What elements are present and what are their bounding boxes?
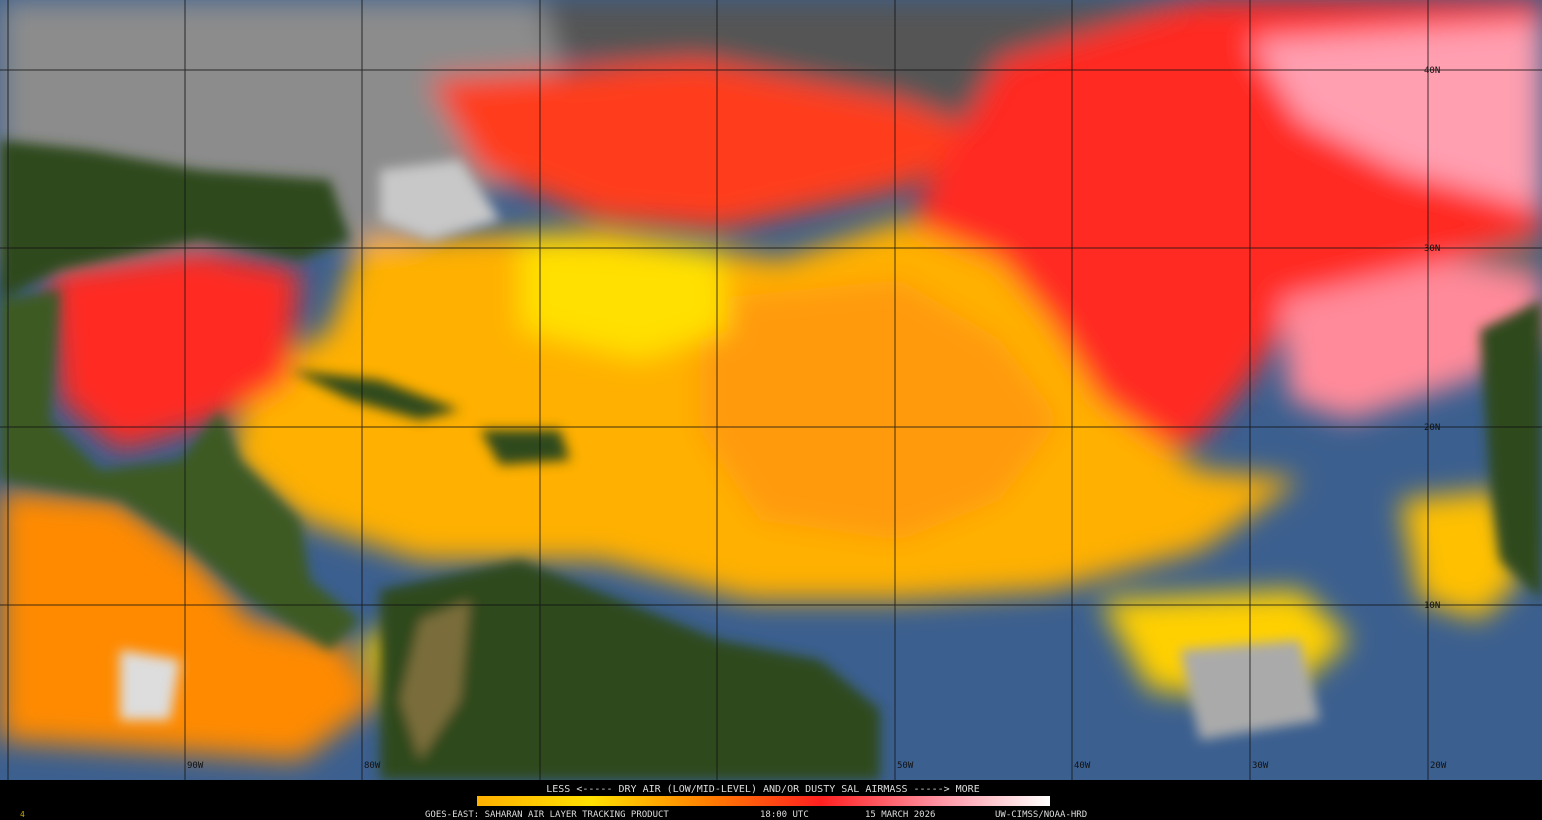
latitude-label: 40N [1424, 66, 1440, 76]
longitude-label: 50W [897, 761, 914, 771]
legend-colorbar [477, 796, 1050, 806]
imagery [0, 0, 1542, 780]
product-name: GOES-EAST: SAHARAN AIR LAYER TRACKING PR… [425, 810, 669, 820]
longitude-label: 90W [187, 761, 204, 771]
frame-number: 4 [20, 810, 25, 819]
date: 15 MARCH 2026 [865, 810, 935, 820]
latitude-label: 30N [1424, 244, 1440, 254]
latitude-label: 20N [1424, 423, 1440, 433]
longitude-label: 40W [1074, 761, 1091, 771]
grid-labels: 40N 30N 20N 10N 90W 80W 50W 40W 30W 20W [187, 66, 1447, 771]
longitude-label: 80W [364, 761, 381, 771]
credit: UW-CIMSS/NOAA-HRD [995, 810, 1087, 820]
time: 18:00 UTC [760, 810, 809, 820]
lat-lon-grid [0, 0, 1542, 780]
longitude-label: 20W [1430, 761, 1447, 771]
latitude-label: 10N [1424, 601, 1440, 611]
longitude-label: 30W [1252, 761, 1269, 771]
legend-text: LESS <----- DRY AIR (LOW/MID-LEVEL) AND/… [546, 784, 979, 795]
